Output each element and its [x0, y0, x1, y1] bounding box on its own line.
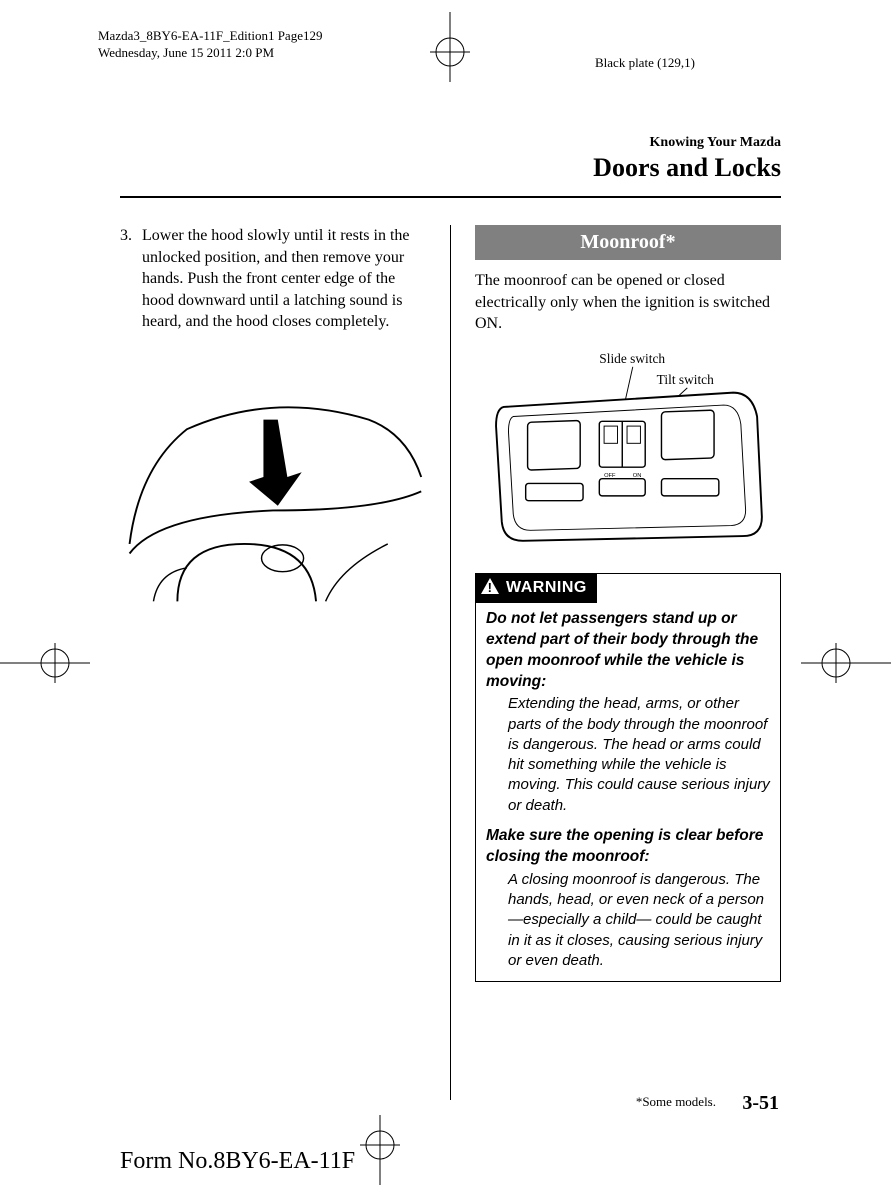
footnote: *Some models. — [636, 1094, 716, 1110]
warning-triangle-icon: ! — [480, 577, 500, 600]
warning-label-text: WARNING — [506, 579, 587, 597]
down-arrow-icon — [249, 420, 302, 506]
slide-switch-label: Slide switch — [599, 351, 665, 366]
crop-mark-right-icon — [801, 633, 891, 698]
svg-text:!: ! — [488, 580, 493, 595]
crop-mark-top-icon — [420, 12, 480, 87]
step-number: 3. — [120, 225, 142, 333]
page-subtitle: Knowing Your Mazda — [593, 135, 781, 151]
moonroof-intro: The moonroof can be opened or closed ele… — [475, 270, 781, 335]
right-column: Moonroof* The moonroof can be opened or … — [475, 225, 781, 1100]
print-header-line1: Mazda3_8BY6-EA-11F_Edition1 Page129 — [98, 28, 322, 45]
warning1-body: Extending the head, arms, or other parts… — [508, 694, 770, 816]
overhead-console-illustration: Slide switch Tilt switch — [475, 345, 781, 555]
page-title: Doors and Locks — [593, 153, 781, 183]
svg-text:OFF: OFF — [604, 473, 616, 479]
page-header: Knowing Your Mazda Doors and Locks — [593, 135, 781, 183]
warning-label: ! WARNING — [476, 574, 597, 603]
crop-mark-left-icon — [0, 633, 90, 698]
form-number: Form No.8BY6-EA-11F — [120, 1148, 355, 1175]
crop-mark-bottom-icon — [350, 1115, 410, 1190]
tilt-switch-label: Tilt switch — [657, 372, 714, 387]
header-rule — [120, 196, 781, 198]
page-number: 3-51 — [742, 1092, 779, 1115]
print-header: Mazda3_8BY6-EA-11F_Edition1 Page129 Wedn… — [98, 28, 322, 62]
left-column: 3. Lower the hood slowly until it rests … — [120, 225, 426, 1100]
hood-illustration — [120, 347, 426, 607]
svg-text:ON: ON — [633, 473, 642, 479]
print-plate: Black plate (129,1) — [595, 55, 695, 71]
step-3: 3. Lower the hood slowly until it rests … — [120, 225, 426, 333]
column-divider — [450, 225, 451, 1100]
content-columns: 3. Lower the hood slowly until it rests … — [120, 225, 781, 1100]
warning2-heading: Make sure the opening is clear before cl… — [486, 826, 770, 868]
warning2-body: A closing moonroof is dangerous. The han… — [508, 870, 770, 971]
step-text: Lower the hood slowly until it rests in … — [142, 225, 426, 333]
warning1-heading: Do not let passengers stand up or extend… — [486, 609, 770, 693]
warning-box: ! WARNING Do not let passengers stand up… — [475, 573, 781, 982]
moonroof-heading: Moonroof* — [475, 225, 781, 260]
print-header-line2: Wednesday, June 15 2011 2:0 PM — [98, 45, 322, 62]
